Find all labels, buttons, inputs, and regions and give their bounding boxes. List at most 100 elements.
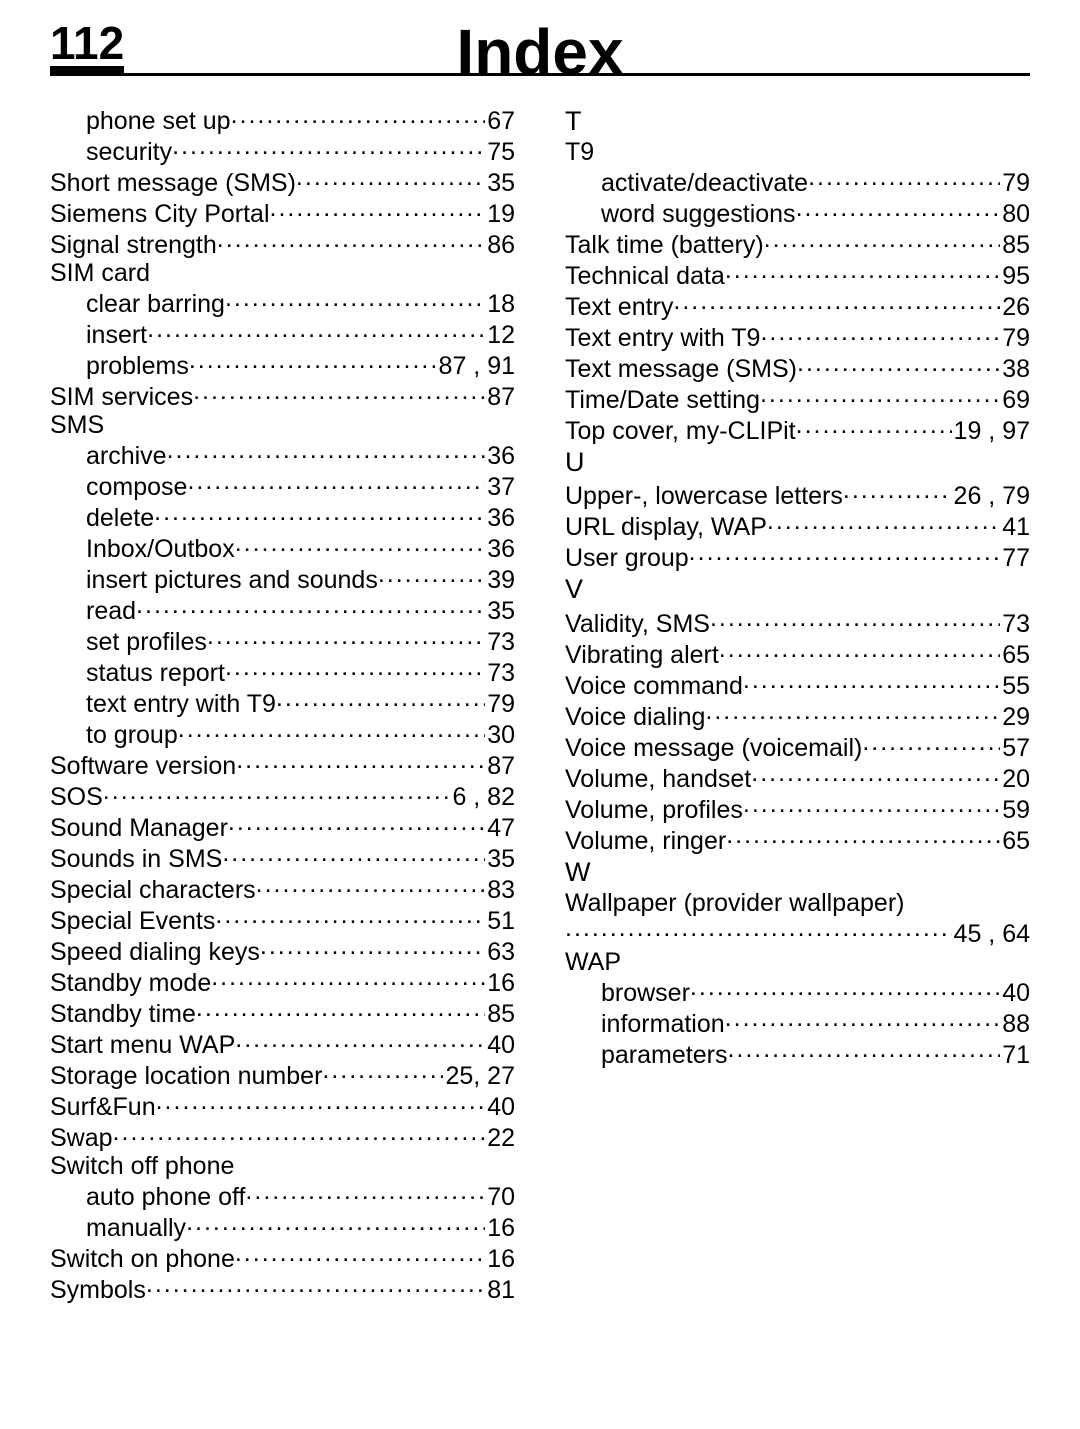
entry-text: Sounds in SMS (50, 845, 222, 873)
right-column: TT9activate/deactivate 79word suggestion… (565, 104, 1030, 1304)
index-heading: WAP (565, 948, 1030, 976)
section-letter: T (565, 106, 1030, 136)
index-entry: auto phone off 70 (50, 1180, 515, 1211)
index-entry: browser 40 (565, 976, 1030, 1007)
entry-page: 69 (1000, 386, 1030, 414)
entry-page: 67 (485, 107, 515, 135)
leader-dots (103, 780, 451, 805)
entry-text: delete (86, 504, 154, 532)
index-entry: Validity, SMS 73 (565, 607, 1030, 638)
entry-page: 79 (485, 690, 515, 718)
entry-text: security (86, 138, 172, 166)
index-heading: Switch off phone (50, 1152, 515, 1180)
entry-text: Signal strength (50, 231, 217, 259)
leader-dots (726, 824, 1000, 849)
entry-text: Siemens City Portal (50, 200, 270, 228)
index-entry: SOS 6 , 82 (50, 780, 515, 811)
leader-dots (172, 135, 485, 160)
entry-text: Switch on phone (50, 1245, 235, 1273)
leader-dots (276, 687, 485, 712)
entry-page: 65 (1000, 827, 1030, 855)
index-entry: information 88 (565, 1007, 1030, 1038)
leader-dots (322, 1059, 443, 1084)
entry-text: URL display, WAP (565, 513, 767, 541)
entry-text: Voice message (voicemail) (565, 734, 862, 762)
entry-page: 40 (485, 1093, 515, 1121)
entry-page: 55 (1000, 672, 1030, 700)
entry-page: 87 (485, 383, 515, 411)
index-heading: SIM card (50, 259, 515, 287)
leader-dots (764, 228, 1001, 253)
page-header: 112 Index (50, 20, 1030, 76)
leader-dots (231, 104, 486, 129)
leader-dots (178, 718, 485, 743)
index-entry: insert 12 (50, 318, 515, 349)
leader-dots (147, 318, 485, 343)
entry-page: 40 (485, 1031, 515, 1059)
entry-text: Volume, handset (565, 765, 751, 793)
leader-dots (710, 607, 1000, 632)
entry-page: 16 (485, 969, 515, 997)
index-entry: manually 16 (50, 1211, 515, 1242)
index-page: 112 Index phone set up 67security 75Shor… (0, 0, 1080, 1344)
leader-dots (743, 793, 1000, 818)
index-entry: Talk time (battery) 85 (565, 228, 1030, 259)
index-entry: Surf&Fun 40 (50, 1090, 515, 1121)
leader-dots (113, 1121, 486, 1146)
entry-text: problems (86, 352, 189, 380)
entry-page: 39 (485, 566, 515, 594)
index-entry: Text entry 26 (565, 290, 1030, 321)
index-entry: Top cover, my-CLIPit 19 , 97 (565, 414, 1030, 445)
index-entry: set profiles 73 (50, 625, 515, 656)
entry-page: 73 (485, 628, 515, 656)
leader-dots (235, 1242, 485, 1267)
index-entry: Switch on phone 16 (50, 1242, 515, 1273)
entry-page: 36 (485, 535, 515, 563)
leader-dots (689, 541, 1001, 566)
entry-text: Speed dialing keys (50, 938, 260, 966)
entry-text: Voice dialing (565, 703, 705, 731)
entry-page: 63 (485, 938, 515, 966)
entry-page: 36 (485, 504, 515, 532)
entry-page: 19 , 97 (952, 417, 1030, 445)
leader-dots (186, 1211, 485, 1236)
leader-dots (154, 501, 485, 526)
leader-dots (727, 1038, 1000, 1063)
entry-text: Sound Manager (50, 814, 228, 842)
entry-text: set profiles (86, 628, 207, 656)
index-entry: Time/Date setting 69 (565, 383, 1030, 414)
entry-page: 59 (1000, 796, 1030, 824)
leader-dots (843, 479, 952, 504)
entry-page: 26 , 79 (952, 482, 1030, 510)
entry-page: 47 (485, 814, 515, 842)
leader-dots (743, 669, 1000, 694)
entry-page: 16 (485, 1245, 515, 1273)
leader-dots (167, 439, 486, 464)
entry-text: information (601, 1010, 725, 1038)
entry-text: Standby mode (50, 969, 211, 997)
index-entry: Standby mode 16 (50, 966, 515, 997)
leader-dots (767, 510, 1000, 535)
entry-text: Surf&Fun (50, 1093, 156, 1121)
entry-text: Talk time (battery) (565, 231, 764, 259)
entry-page: 73 (485, 659, 515, 687)
leader-dots (270, 197, 486, 222)
index-entry: Short message (SMS) 35 (50, 166, 515, 197)
index-entry: insert pictures and sounds 39 (50, 563, 515, 594)
leader-dots (296, 166, 485, 191)
index-entry: 45 , 64 (565, 917, 1030, 948)
entry-text: word suggestions (601, 200, 796, 228)
leader-dots (245, 1180, 485, 1205)
entry-page: 85 (1000, 231, 1030, 259)
entry-page: 19 (485, 200, 515, 228)
index-entry: Volume, profiles 59 (565, 793, 1030, 824)
entry-page: 38 (1000, 355, 1030, 383)
leader-dots (796, 414, 952, 439)
entry-text: auto phone off (86, 1183, 245, 1211)
leader-dots (565, 917, 952, 942)
entry-text: read (86, 597, 136, 625)
index-entry: URL display, WAP 41 (565, 510, 1030, 541)
entry-text: Technical data (565, 262, 725, 290)
index-entry: security 75 (50, 135, 515, 166)
leader-dots (136, 594, 485, 619)
